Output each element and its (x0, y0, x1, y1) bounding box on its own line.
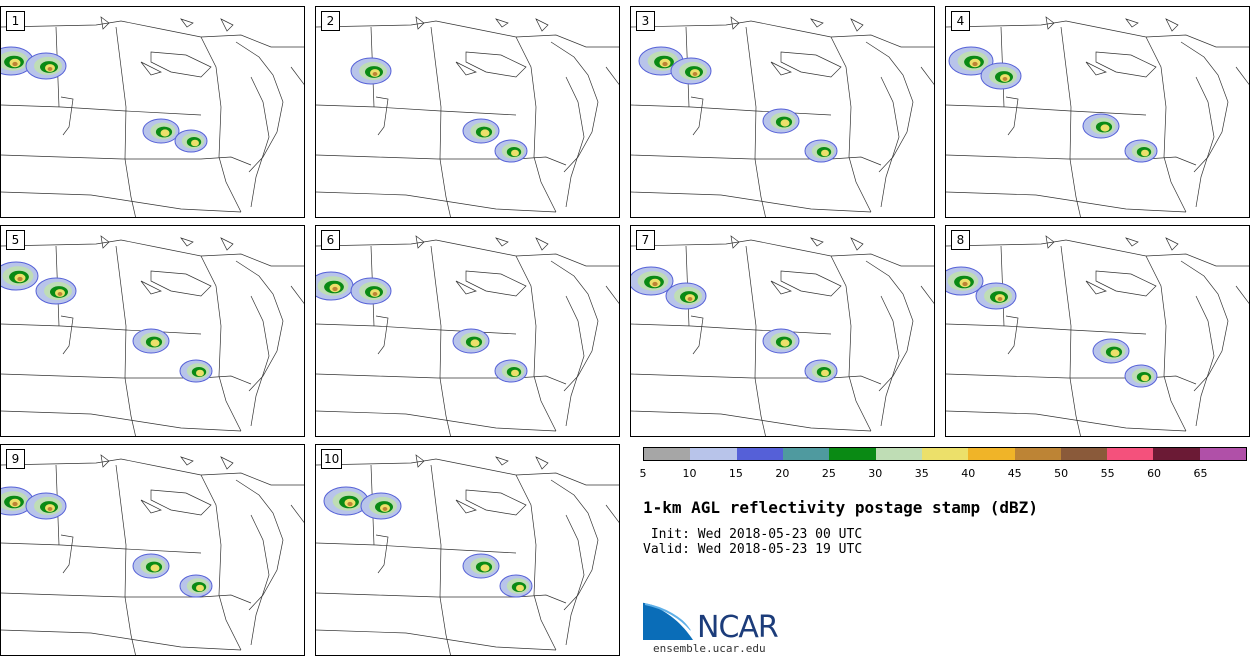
valid-time: Valid: Wed 2018-05-23 19 UTC (643, 542, 863, 557)
map-panel-10: 10 (315, 444, 620, 656)
colorbar-swatch (644, 448, 691, 460)
colorbar-tick-label: 60 (1147, 467, 1162, 480)
member-number-label: 8 (951, 230, 970, 250)
colorbar-swatch (875, 448, 922, 460)
state-boundaries-map (1, 454, 304, 655)
reflectivity-colorbar (643, 447, 1247, 461)
map-panel-3: 3 (630, 6, 935, 218)
colorbar-swatch (921, 448, 969, 460)
colorbar-tick-label: 15 (728, 467, 743, 480)
member-number-label: 7 (636, 230, 655, 250)
colorbar-swatch (829, 448, 876, 460)
state-boundaries-map (946, 235, 1249, 436)
colorbar-swatch (1199, 448, 1247, 460)
member-number-label: 6 (321, 230, 340, 250)
colorbar-tick-label: 20 (775, 467, 790, 480)
state-boundaries-map (631, 235, 934, 436)
colorbar-tick-label: 5 (639, 467, 647, 480)
ncar-wordmark: NCAR (697, 610, 779, 645)
state-boundaries-map (1, 235, 304, 436)
colorbar-tick-label: 65 (1193, 467, 1208, 480)
colorbar-swatch (736, 448, 783, 460)
init-time: Init: Wed 2018-05-23 00 UTC (643, 527, 863, 542)
colorbar-swatch (1060, 448, 1108, 460)
colorbar-tick-label: 30 (868, 467, 883, 480)
colorbar-tick-label: 45 (1007, 467, 1022, 480)
member-number-label: 3 (636, 11, 655, 31)
map-panel-1: 1 (0, 6, 305, 218)
colorbar-swatch (690, 448, 737, 460)
map-panel-4: 4 (945, 6, 1250, 218)
colorbar-tick-label: 25 (821, 467, 836, 480)
colorbar-swatch (1014, 448, 1061, 460)
map-panel-6: 6 (315, 225, 620, 437)
colorbar-tick-label: 50 (1054, 467, 1069, 480)
colorbar-tick-label: 10 (682, 467, 697, 480)
member-number-label: 4 (951, 11, 970, 31)
map-panel-2: 2 (315, 6, 620, 218)
map-panel-9: 9 (0, 444, 305, 656)
map-panel-8: 8 (945, 225, 1250, 437)
colorbar-swatch (782, 448, 830, 460)
colorbar-swatch (1107, 448, 1154, 460)
state-boundaries-map (316, 454, 619, 655)
member-number-label: 5 (6, 230, 25, 250)
ncar-logo-icon (643, 601, 696, 640)
state-boundaries-map (316, 235, 619, 436)
figure-title: 1-km AGL reflectivity postage stamp (dBZ… (643, 498, 1038, 517)
map-panel-7: 7 (630, 225, 935, 437)
member-number-label: 9 (6, 449, 25, 469)
member-number-label: 1 (6, 11, 25, 31)
colorbar-tick-label: 35 (914, 467, 929, 480)
colorbar-tick-label: 40 (961, 467, 976, 480)
member-number-label: 10 (321, 449, 343, 469)
state-boundaries-map (316, 16, 619, 217)
state-boundaries-map (1, 16, 304, 217)
map-panel-5: 5 (0, 225, 305, 437)
state-boundaries-map (946, 16, 1249, 217)
colorbar-tick-label: 55 (1100, 467, 1115, 480)
member-number-label: 2 (321, 11, 340, 31)
site-url: ensemble.ucar.edu (653, 642, 766, 655)
colorbar-swatch (968, 448, 1015, 460)
state-boundaries-map (631, 16, 934, 217)
colorbar-swatch (1153, 448, 1200, 460)
